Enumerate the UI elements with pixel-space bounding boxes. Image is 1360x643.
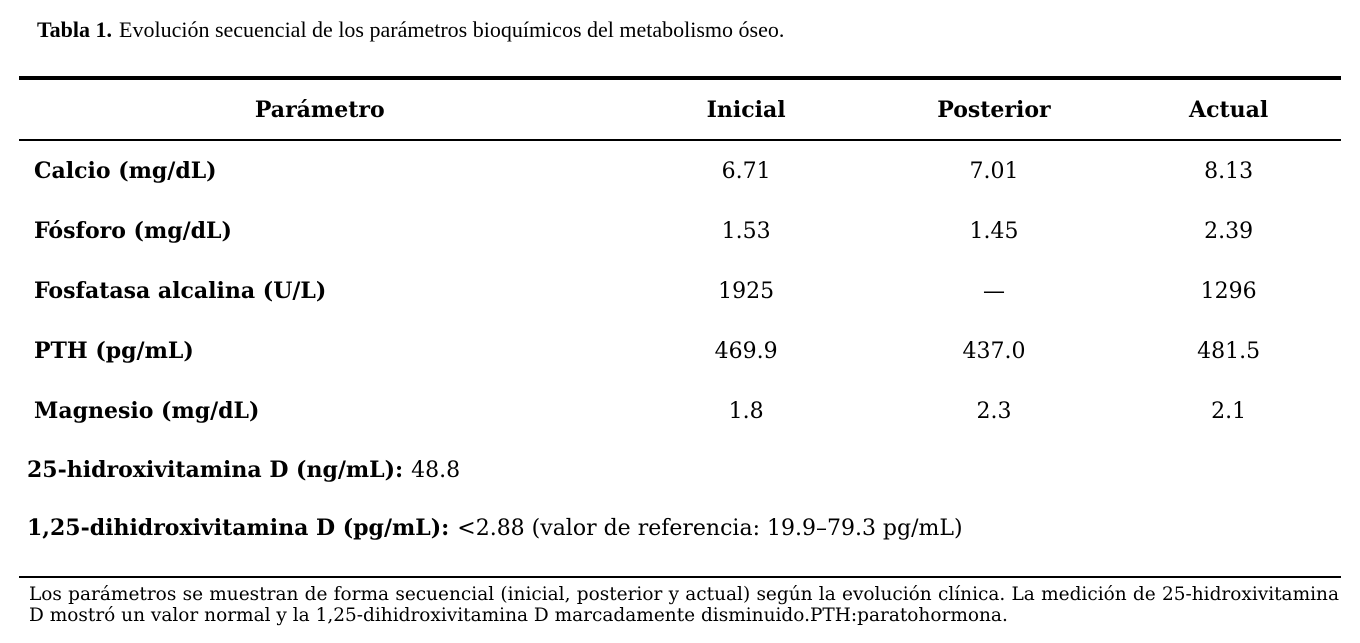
vitamin-d125-label: 1,25-dihidroxivitamina D (pg/mL): [27,515,450,541]
row-25-hidroxivitamina-d: 25-hidroxivitamina D (ng/mL): 48.8 [19,441,1341,499]
cell-posterior: 7.01 [969,158,1019,184]
cell-actual: 1296 [1200,278,1257,304]
vitamin-rows: 25-hidroxivitamina D (ng/mL): 48.8 1,25-… [19,441,1341,557]
cell-actual: 2.1 [1211,398,1247,424]
cell-posterior: 2.3 [976,398,1012,424]
table-title: Tabla 1. Evolución secuencial de los pará… [37,16,1341,44]
cell-parametro: Fosfatasa alcalina (U/L) [34,278,327,304]
column-header-parametro: Parámetro [19,78,621,141]
cell-inicial: 469.9 [714,338,778,364]
cell-actual: 2.39 [1204,218,1254,244]
table-row: Fósforo (mg/dL) 1.53 1.45 2.39 [19,201,1341,261]
cell-posterior: 437.0 [962,338,1026,364]
table-row: Fosfatasa alcalina (U/L) 1925 — 1296 [19,261,1341,321]
cell-parametro: Magnesio (mg/dL) [34,398,260,424]
vitamin-d25-label: 25-hidroxivitamina D (ng/mL): [27,457,404,483]
parameters-table: Parámetro Inicial Posterior Actual Calci… [19,76,1341,441]
table-header-row: Parámetro Inicial Posterior Actual [19,78,1341,141]
table-footnote: Los parámetros se muestran de forma secu… [19,575,1341,626]
cell-inicial: 6.71 [721,158,771,184]
cell-inicial: 1.8 [728,398,764,424]
cell-inicial: 1.53 [721,218,771,244]
cell-actual: 8.13 [1204,158,1254,184]
table-row: Magnesio (mg/dL) 1.8 2.3 2.1 [19,381,1341,441]
table-row: PTH (pg/mL) 469.9 437.0 481.5 [19,321,1341,381]
cell-parametro: Fósforo (mg/dL) [34,218,232,244]
cell-parametro: PTH (pg/mL) [34,338,194,364]
table-row: Calcio (mg/dL) 6.71 7.01 8.13 [19,140,1341,201]
cell-parametro: Calcio (mg/dL) [34,158,217,184]
table-title-text: Evolución secuencial de los parámetros b… [119,17,785,42]
cell-actual: 481.5 [1197,338,1261,364]
table-title-number: Tabla 1. [37,17,113,42]
row-125-dihidroxivitamina-d: 1,25-dihidroxivitamina D (pg/mL): <2.88 … [19,499,1341,557]
column-header-actual: Actual [1116,78,1341,141]
cell-posterior: — [982,278,1005,304]
vitamin-d125-value: <2.88 (valor de referencia: 19.9–79.3 pg… [457,515,963,541]
column-header-posterior: Posterior [871,78,1117,141]
table-body: Calcio (mg/dL) 6.71 7.01 8.13 Fósforo (m… [19,140,1341,441]
vitamin-d25-value: 48.8 [411,457,461,483]
page: Tabla 1. Evolución secuencial de los pará… [0,16,1360,626]
cell-posterior: 1.45 [969,218,1019,244]
cell-inicial: 1925 [718,278,775,304]
column-header-inicial: Inicial [620,78,872,141]
